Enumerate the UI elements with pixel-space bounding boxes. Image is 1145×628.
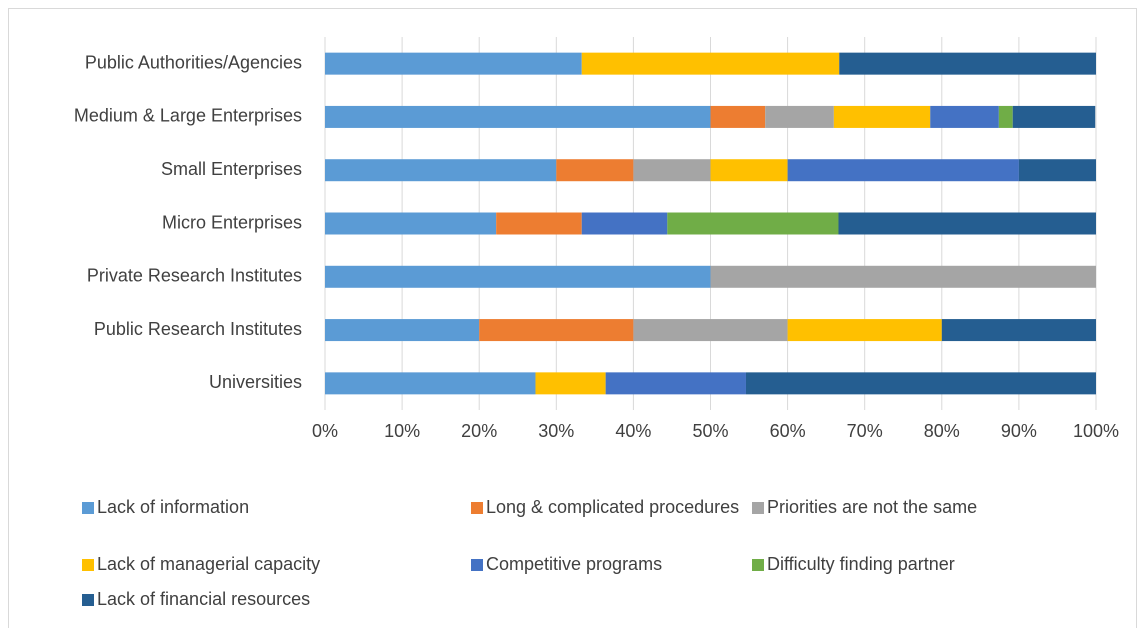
x-tick-label: 30% (538, 421, 574, 441)
bar-segment (325, 105, 711, 128)
legend-swatch (82, 594, 94, 606)
bar-segment (325, 265, 711, 288)
y-tick-label: Micro Enterprises (162, 212, 302, 232)
legend-swatch (82, 502, 94, 514)
bar-segment (787, 159, 1019, 182)
x-tick-label: 50% (692, 421, 728, 441)
bar-segment (839, 52, 1096, 75)
legend-swatch (752, 502, 764, 514)
bar-segment (765, 105, 834, 128)
bar-segment (496, 212, 582, 235)
x-tick-label: 60% (770, 421, 806, 441)
legend-label: Long & complicated procedures (486, 497, 739, 517)
legend-label: Priorities are not the same (767, 497, 977, 517)
bar-segment (325, 372, 536, 395)
bar-segment (1018, 159, 1096, 182)
legend-label: Competitive programs (486, 554, 662, 574)
y-tick-label: Medium & Large Enterprises (74, 106, 302, 126)
x-tick-label: 80% (924, 421, 960, 441)
bar-segment (745, 372, 1096, 395)
bar-segment (710, 105, 766, 128)
legend-label: Difficulty finding partner (767, 554, 955, 574)
bar-segment (479, 319, 634, 342)
y-tick-label: Small Enterprises (161, 159, 302, 179)
y-tick-label: Private Research Institutes (87, 266, 302, 286)
bar-segment (605, 372, 746, 395)
x-tick-label: 10% (384, 421, 420, 441)
y-tick-label: Universities (209, 372, 302, 392)
legend-swatch (471, 502, 483, 514)
chart-border (8, 8, 1137, 628)
bar-segment (556, 159, 634, 182)
bar-segment (535, 372, 606, 395)
legend-swatch (471, 559, 483, 571)
bar-segment (833, 105, 931, 128)
x-tick-label: 70% (847, 421, 883, 441)
x-tick-label: 40% (615, 421, 651, 441)
bar-segment (930, 105, 999, 128)
x-tick-label: 0% (312, 421, 338, 441)
bar-segment (941, 319, 1096, 342)
y-tick-label: Public Authorities/Agencies (85, 52, 302, 72)
bar-segment (710, 265, 1096, 288)
bar-segment (838, 212, 1096, 235)
bar-segment (710, 159, 788, 182)
legend-label: Lack of information (97, 497, 249, 517)
bar-segment (581, 212, 668, 235)
y-tick-label: Public Research Institutes (94, 319, 302, 339)
bar-segment (325, 159, 557, 182)
bar-segment (1012, 105, 1096, 128)
bar-segment (581, 52, 840, 75)
bar-segment (633, 319, 788, 342)
x-tick-label: 20% (461, 421, 497, 441)
legend-swatch (82, 559, 94, 571)
x-tick-label: 90% (1001, 421, 1037, 441)
bar-segment (325, 319, 480, 342)
legend-swatch (752, 559, 764, 571)
legend-label: Lack of managerial capacity (97, 554, 320, 574)
bar-segment (325, 212, 497, 235)
bar-segment (998, 105, 1013, 128)
bar-segment (633, 159, 711, 182)
bar-segment (667, 212, 839, 235)
bar-segment (325, 52, 582, 75)
legend-label: Lack of financial resources (97, 589, 310, 609)
x-tick-label: 100% (1073, 421, 1119, 441)
bar-segment (787, 319, 942, 342)
